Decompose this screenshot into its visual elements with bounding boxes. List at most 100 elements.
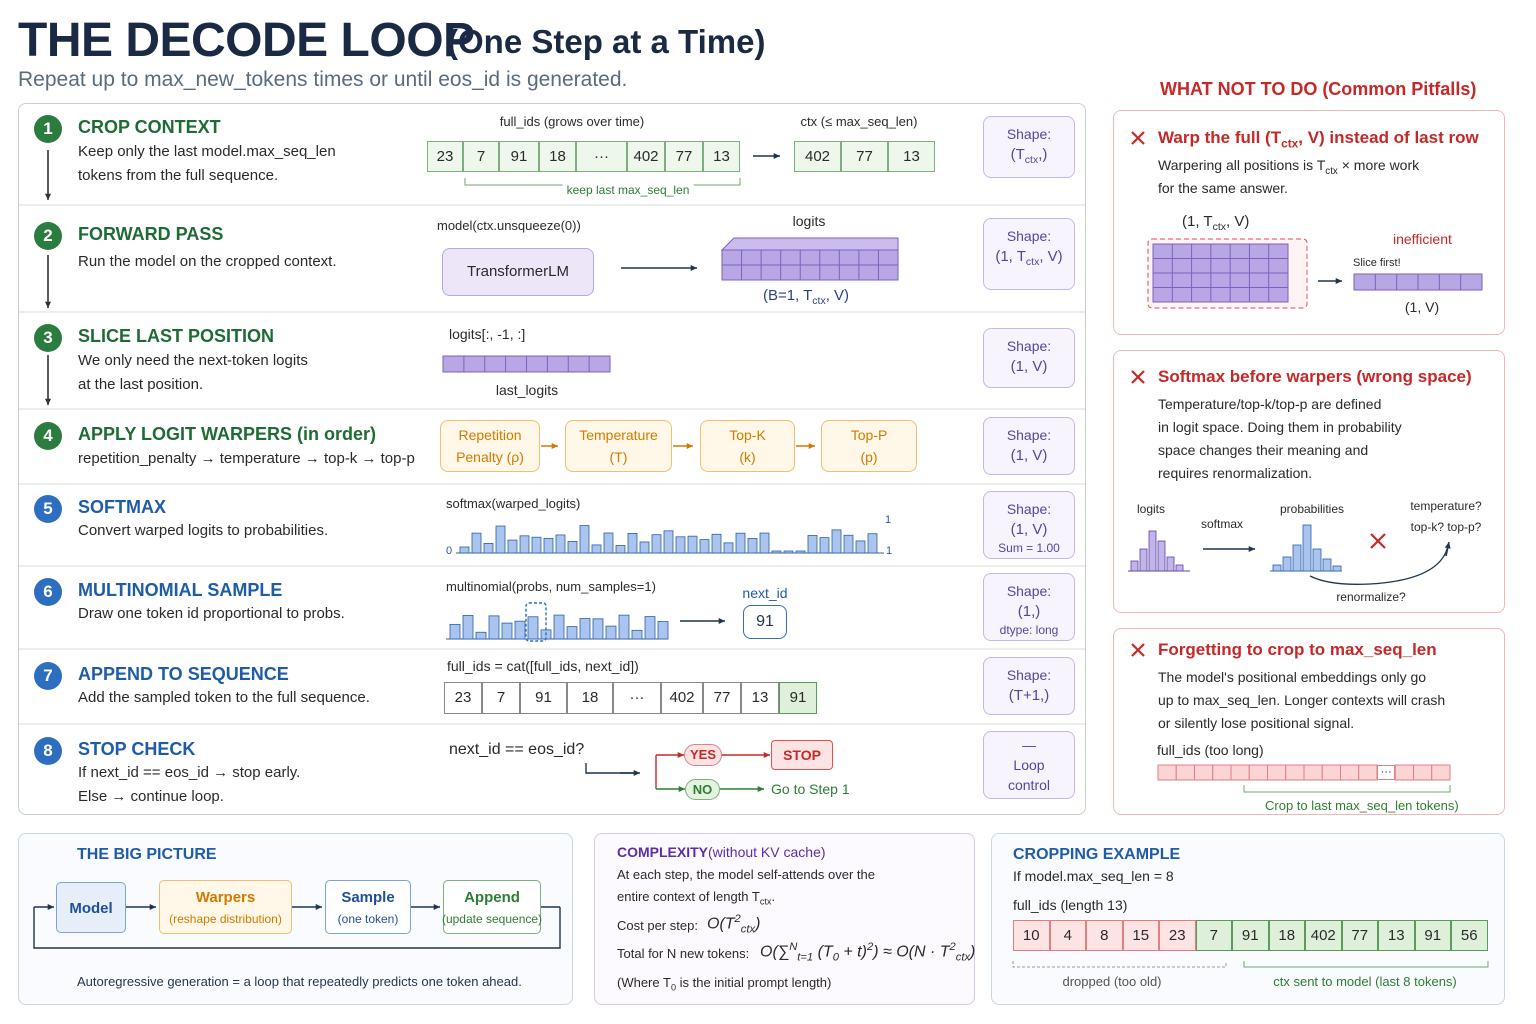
panel	[983, 116, 1075, 178]
subscript: t=1	[797, 951, 814, 964]
arrow-label: Slice first!	[1353, 257, 1401, 269]
dropped-tokens: 23	[1159, 920, 1196, 951]
shape-value: (1, Tctx, V)	[983, 248, 1075, 269]
description: at the last position.	[78, 376, 204, 393]
text-part: (1, V)	[1010, 447, 1048, 464]
arrow-head	[757, 785, 764, 793]
full-ids-label: full_ids (grows over time)	[499, 114, 645, 129]
full-ids: 7	[463, 141, 499, 172]
logit-bar	[1166, 556, 1175, 572]
node-box	[325, 880, 411, 934]
step-circle	[34, 662, 62, 690]
pitfall-title: Forgetting to crop to max_seq_len	[1158, 640, 1437, 660]
step-circle	[34, 578, 62, 606]
prob-bar	[711, 533, 722, 554]
prob-bar	[459, 546, 470, 554]
text-part: , V)	[1226, 213, 1250, 230]
full-ids: 13	[741, 682, 779, 714]
call: softmax(warped_logits)	[446, 496, 581, 511]
prob-bar	[591, 544, 602, 554]
full-ids: 91	[520, 682, 567, 714]
prob-bar	[843, 534, 854, 554]
softmax: softmax	[1200, 517, 1244, 531]
step-circle	[34, 422, 62, 450]
logits-shape: (B=1, Tctx, V)	[763, 287, 849, 308]
text-part: (1, V)	[1010, 358, 1048, 375]
text-part: O(T	[707, 915, 735, 933]
shape-value: (1, V)	[983, 521, 1075, 539]
number: 4	[43, 425, 53, 445]
kept-tokens: 7	[1195, 920, 1232, 951]
prob-bar	[1332, 565, 1342, 572]
extra: dtype: long	[999, 623, 1059, 637]
warpers: Penalty (ρ)	[456, 449, 524, 465]
number: 5	[43, 498, 53, 518]
step-circle	[34, 115, 62, 143]
sub: (reshape distribution)	[169, 912, 282, 926]
seq-label: full_ids (too long)	[1157, 742, 1264, 758]
title: SLICE LAST POSITION	[78, 326, 275, 346]
text-part: Temperature/top-k/top-p are defined	[1158, 396, 1382, 412]
prob-bar	[699, 539, 710, 554]
prob-bar	[819, 537, 830, 554]
text-part: COMPLEXITY	[617, 844, 709, 860]
arrow-head	[690, 264, 697, 272]
prob-bar	[527, 616, 539, 640]
number: 8	[43, 740, 53, 760]
description: Run the model on the cropped context.	[78, 253, 337, 270]
panel	[983, 657, 1075, 715]
text-part: entire context of length T	[617, 889, 760, 904]
cross	[1131, 370, 1145, 384]
name: Model	[69, 900, 113, 917]
arrow-head	[433, 903, 440, 911]
text-part: Loop control	[1007, 757, 1051, 793]
prob-bar	[618, 614, 630, 640]
node-box	[159, 880, 292, 934]
warpers: (k)	[739, 449, 756, 465]
prob-bar	[867, 533, 878, 554]
pitfall-text: for the same answer.	[1158, 180, 1288, 197]
full-ids: 18	[567, 682, 613, 714]
subscript: ctx	[955, 951, 971, 964]
full-ids: 91	[499, 141, 539, 172]
logit-bar	[1148, 530, 1157, 572]
title: SOFTMAX	[78, 497, 166, 517]
text-part: At each step, the model self-attends ove…	[617, 867, 875, 882]
description: tokens from the full sequence.	[78, 167, 279, 184]
axis-labels: 0	[446, 545, 453, 557]
dropped-tokens: 8	[1086, 920, 1123, 951]
arrow-head	[1248, 545, 1255, 553]
prob-bar	[644, 616, 656, 640]
logit-bar	[1157, 540, 1166, 572]
superscript: 2	[866, 941, 874, 953]
cost-label: Cost per step:	[617, 918, 698, 933]
prob-bar	[807, 535, 818, 554]
panel	[594, 833, 975, 1005]
prob-bar	[579, 618, 591, 640]
prob-bar	[663, 530, 674, 554]
number: 7	[43, 665, 53, 685]
node-box	[443, 880, 541, 934]
title: THE DECODE LOOP	[18, 14, 475, 67]
ellipsis: ···	[1377, 765, 1396, 780]
shape-value: (Tctx,)	[983, 146, 1075, 167]
text-part: .	[771, 889, 776, 904]
full-ids: 18	[539, 141, 576, 172]
prob-bar	[592, 618, 604, 640]
text-part: or silently lose positional signal.	[1158, 715, 1355, 731]
cost-formula: O(T2ctx)	[707, 913, 760, 937]
prob-bar	[795, 550, 806, 554]
tag: inefficient	[1393, 231, 1452, 247]
prob-bar	[471, 532, 482, 554]
grid-label: (1, Tctx, V)	[1182, 213, 1249, 234]
name: Sample	[341, 889, 395, 906]
shape-value: (1, V)	[983, 358, 1075, 376]
prob-bar	[1282, 556, 1292, 572]
sample-highlight	[525, 602, 547, 642]
prob-bar	[449, 623, 461, 640]
logit-bar	[1130, 560, 1139, 572]
sub: (one token)	[337, 912, 399, 926]
superscript: N	[789, 941, 798, 953]
brace-label: keep last max_seq_len	[562, 183, 694, 198]
title: CROP CONTEXT	[78, 117, 221, 137]
